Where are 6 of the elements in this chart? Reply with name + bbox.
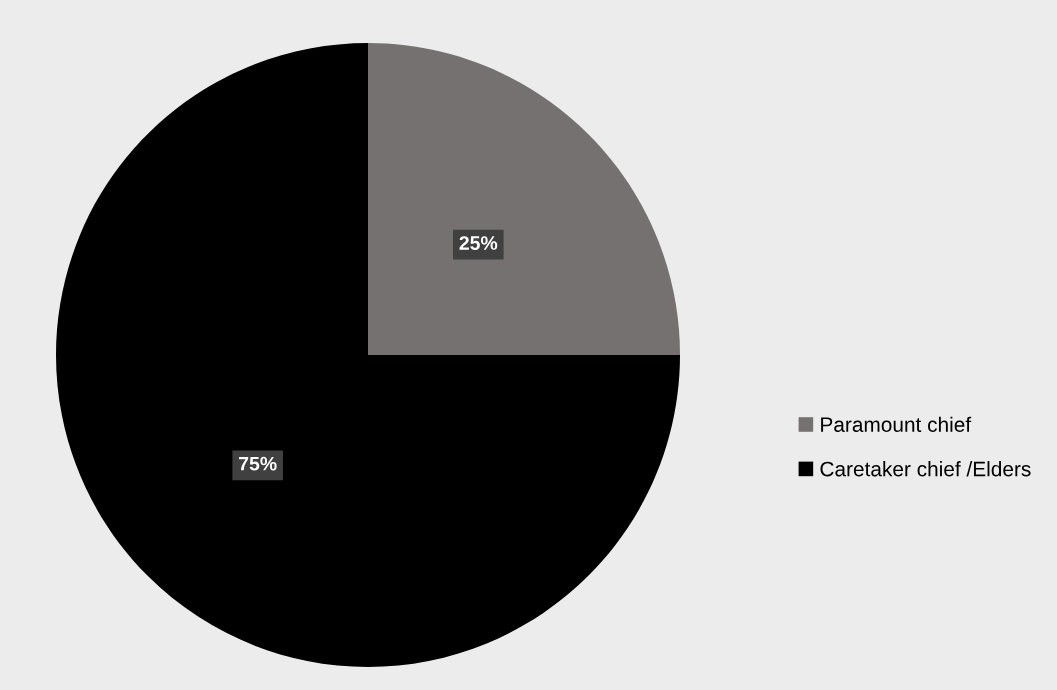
pie-slice [368, 43, 680, 355]
legend-label: Caretaker chief /Elders [820, 461, 1031, 477]
legend-label: Paramount chief [821, 416, 972, 432]
data-label: 25% [459, 236, 498, 250]
data-label: 75% [239, 456, 277, 471]
pie-slice [56, 43, 680, 667]
